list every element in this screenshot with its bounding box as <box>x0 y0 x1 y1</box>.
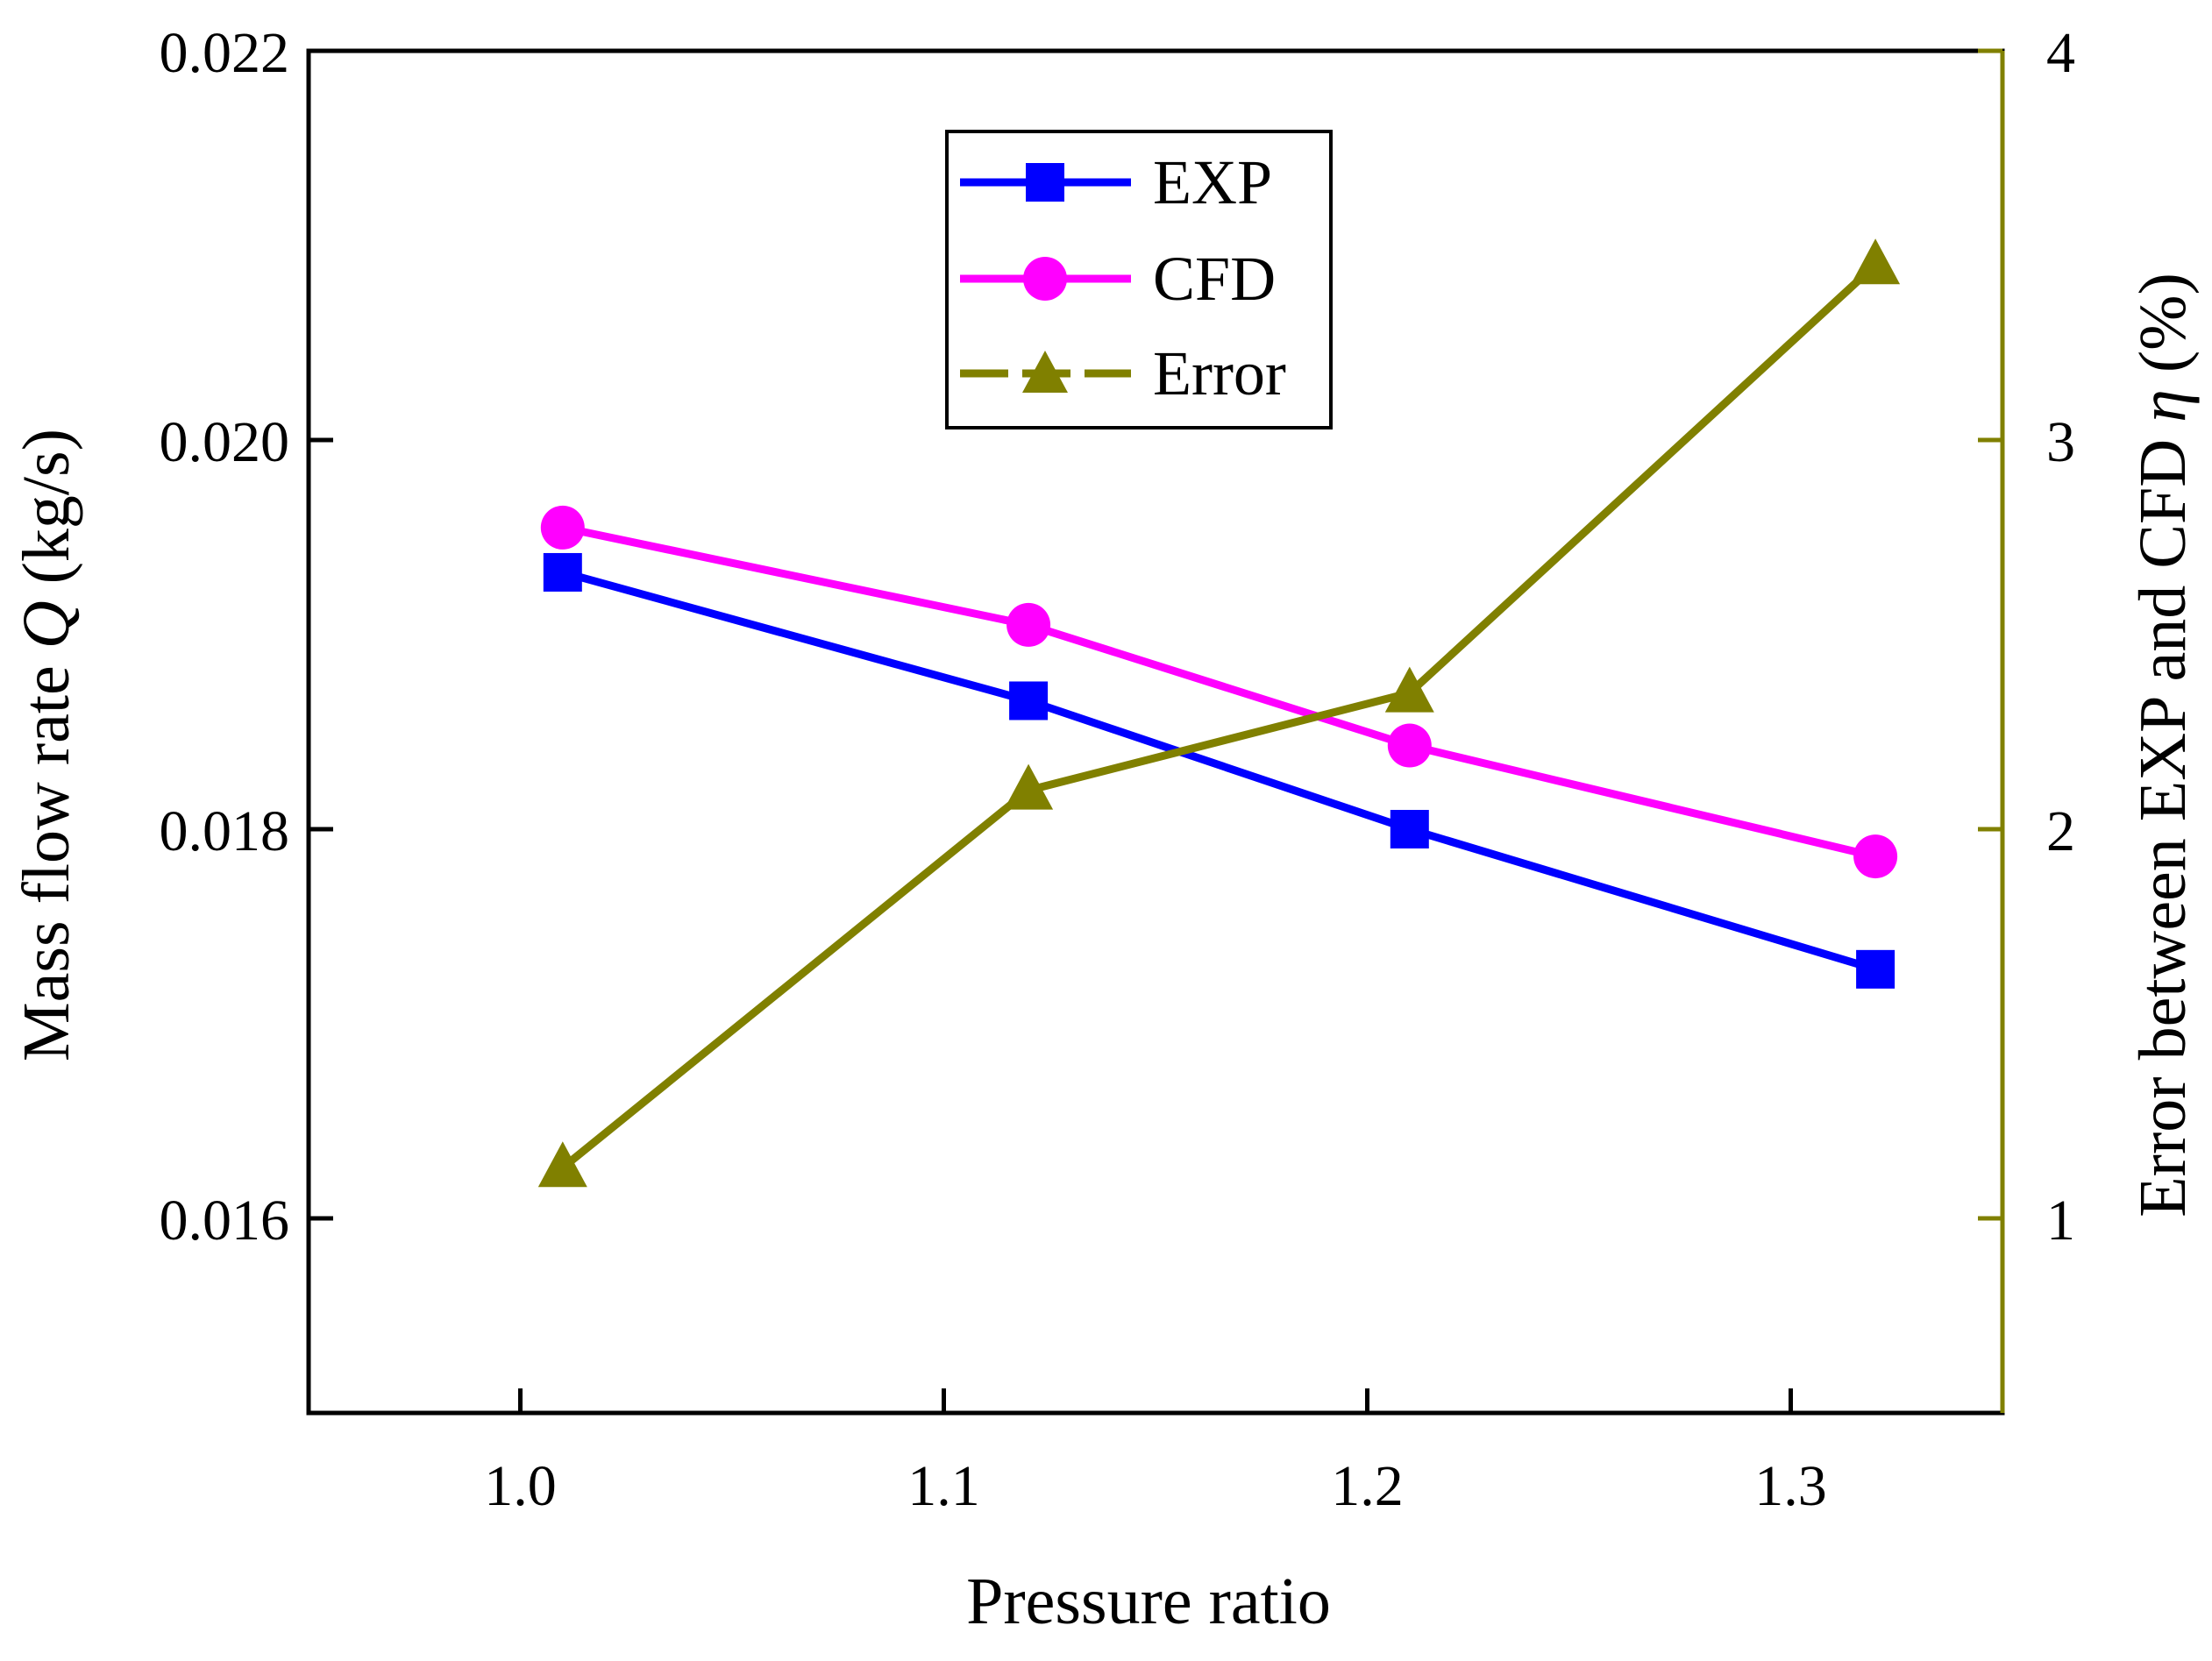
y-tick-label: 0.020 <box>160 410 290 474</box>
legend-exp-label: EXP <box>1153 147 1272 217</box>
y-axis-title-symbol: Q <box>10 600 83 649</box>
error-data-point <box>1851 238 1901 285</box>
y-axis-title-prefix: Mass flow rate <box>10 649 83 1061</box>
legend-cfd-label: CFD <box>1153 244 1276 314</box>
y2-tick-label: 4 <box>2046 21 2075 85</box>
legend-error-label: Error <box>1153 338 1286 408</box>
cfd-data-point <box>1006 602 1051 647</box>
exp-series-line <box>561 568 1877 974</box>
y-axis-title: Mass flow rate Q (kg/s) <box>10 429 83 1061</box>
y2-axis-title-symbol: η <box>2126 389 2200 422</box>
x-tick-label: 1.3 <box>1754 1454 1827 1518</box>
y2-axis-title-suffix: (%) <box>2126 273 2200 389</box>
y2-axis-title-prefix: Error between EXP and CFD <box>2126 422 2200 1217</box>
cfd-data-point <box>1387 723 1432 768</box>
y2-tick-label: 1 <box>2046 1189 2075 1253</box>
error-data-point <box>1384 666 1434 713</box>
plot-layer: 1.0 1.1 1.2 1.3 0.016 0.018 0.020 0.022 1 2 3 4 <box>160 21 2076 1518</box>
x-tick-label: 1.2 <box>1331 1454 1404 1518</box>
x-axis-title: Pressure ratio <box>966 1565 1331 1638</box>
y-tick-label: 0.016 <box>160 1189 290 1253</box>
y2-axis-title: Error between EXP and CFD η (%) <box>2126 273 2200 1217</box>
cfd-series-line <box>561 523 1877 861</box>
legend-cfd-marker <box>1023 257 1067 301</box>
y-axis-title-suffix: (kg/s) <box>10 429 83 600</box>
exp-data-point <box>1856 949 1895 989</box>
error-series-line <box>559 261 1879 1171</box>
exp-data-point <box>1390 810 1429 848</box>
legend-error-marker <box>1022 351 1068 393</box>
y-tick-label: 0.022 <box>160 21 290 85</box>
legend: EXP CFD Error <box>945 130 1333 429</box>
error-data-point <box>537 1141 587 1188</box>
x-tick-label: 1.0 <box>484 1454 557 1518</box>
exp-data-point <box>1009 681 1049 720</box>
legend-exp-marker <box>1026 163 1064 202</box>
error-data-point <box>1004 763 1054 810</box>
cfd-data-point <box>1853 834 1898 879</box>
y-tick-label: 0.018 <box>160 799 290 863</box>
exp-data-point <box>543 552 582 592</box>
y2-tick-label: 3 <box>2046 410 2075 474</box>
x-tick-label: 1.1 <box>907 1454 980 1518</box>
y2-tick-label: 2 <box>2046 799 2075 863</box>
cfd-data-point <box>540 505 585 550</box>
